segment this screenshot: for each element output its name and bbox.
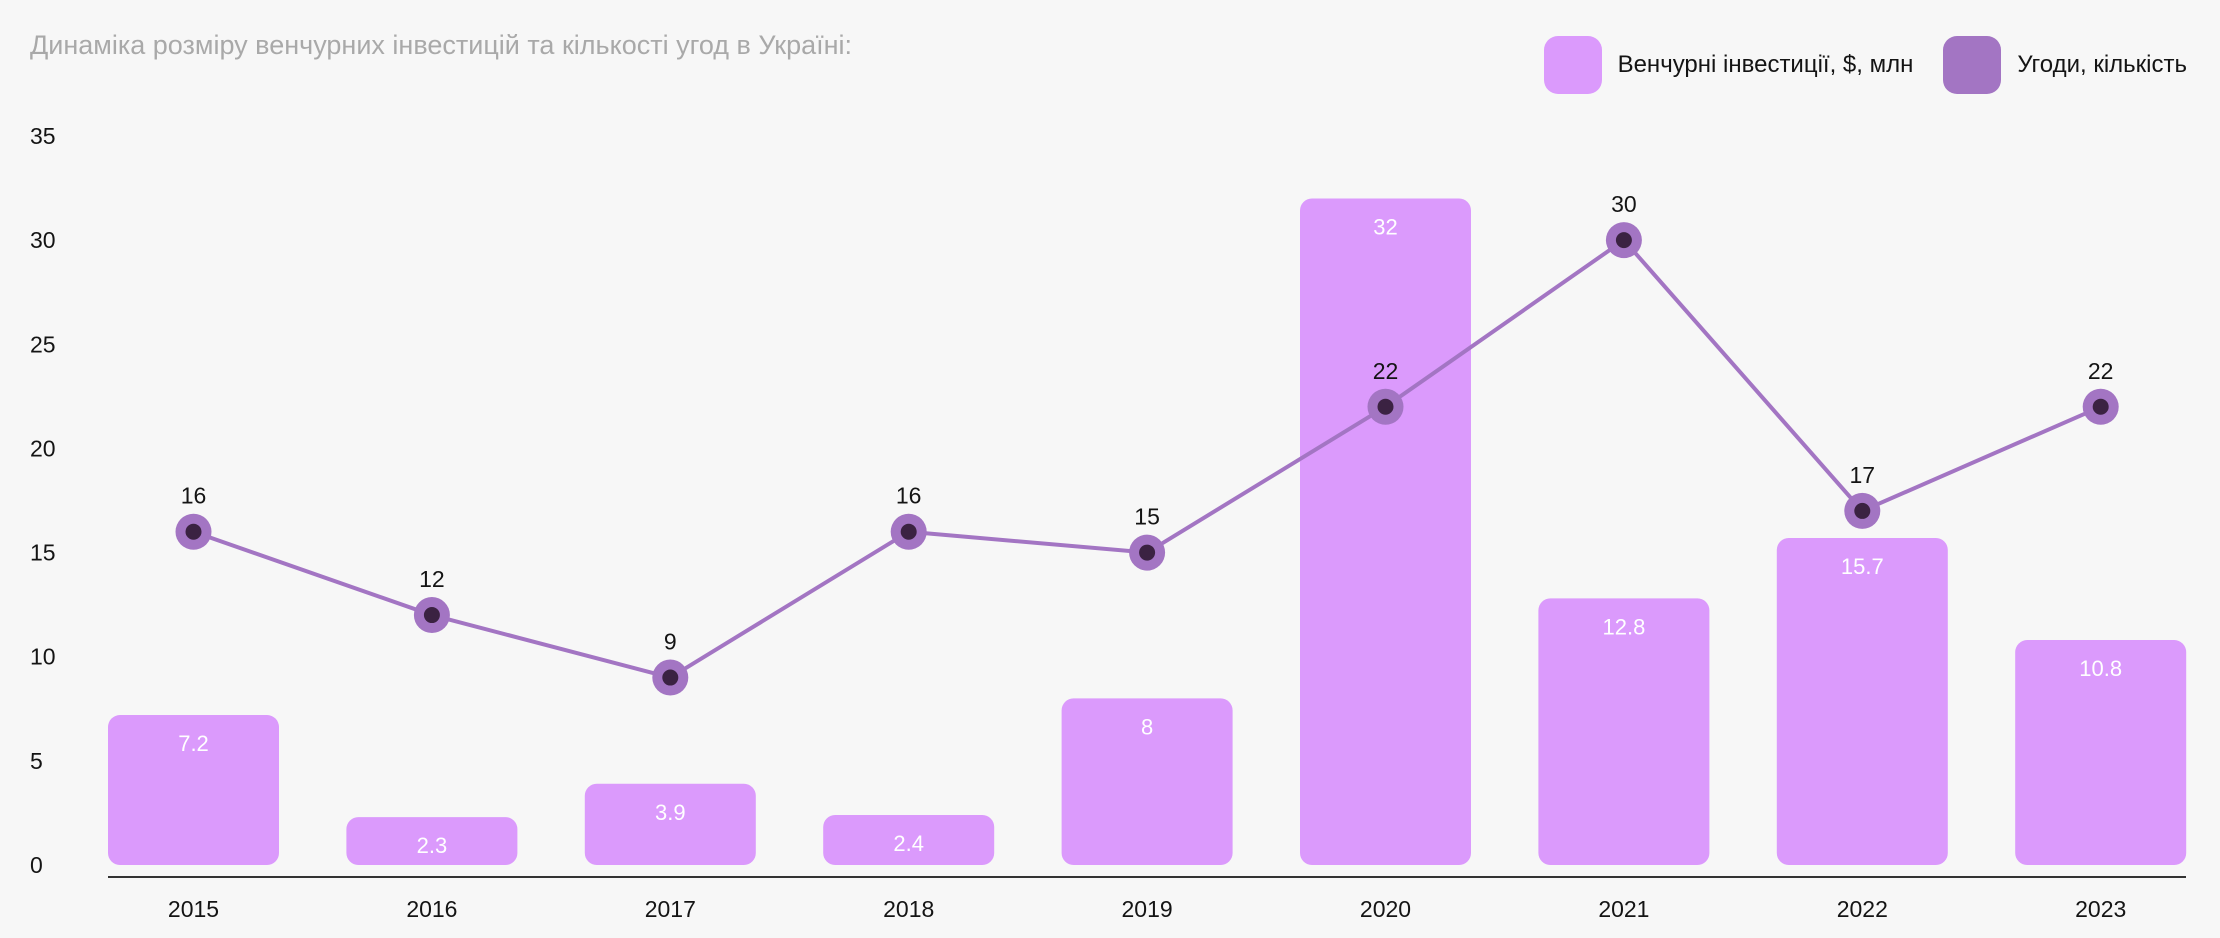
legend-label-investments: Венчурні інвестиції, $, млн [1617,51,1914,78]
bar [1300,198,1471,865]
bar-value-label: 7.2 [178,731,209,756]
bar [823,815,995,865]
bar-value-label: 8 [1141,714,1153,739]
deals-value-label: 22 [1373,358,1399,384]
x-tick-label: 2022 [1837,896,1888,922]
bar-value-label: 32 [1373,214,1397,239]
bar [108,715,279,865]
deals-point-center [2092,398,2109,415]
legend: Венчурні інвестиції, $, млн Угоди, кільк… [1543,36,2187,94]
legend-swatch-investments [1543,36,1602,94]
y-tick-label: 35 [30,123,56,149]
x-tick-label: 2019 [1122,896,1173,922]
y-tick-label: 15 [30,540,56,566]
bar-value-label: 2.4 [893,831,924,856]
legend-swatch-deals [1943,36,2002,94]
bar-value-label: 10.8 [2079,656,2122,681]
deals-point-center [900,523,917,540]
x-tick-label: 2016 [406,896,457,922]
bar-value-label: 3.9 [655,800,686,825]
chart-title: Динаміка розміру венчурних інвестицій та… [30,30,853,60]
x-tick-label: 2015 [168,896,219,922]
y-tick-label: 5 [30,748,43,774]
x-tick-label: 2023 [2075,896,2126,922]
x-tick-label: 2017 [645,896,696,922]
deals-value-label: 16 [181,483,207,509]
bar [1776,537,1948,865]
legend-item-deals[interactable]: Угоди, кількість [1943,36,2187,94]
deals-value-label: 17 [1850,462,1876,488]
deals-point-center [423,607,440,624]
bar-value-label: 2.3 [417,833,448,858]
deals-point-center [1854,502,1871,519]
deals-value-label: 9 [664,629,677,655]
bar [2015,640,2187,865]
deals-value-label: 30 [1611,191,1637,217]
deals-value-label: 15 [1134,504,1160,530]
bar [584,783,756,865]
y-tick-label: 30 [30,227,56,253]
bar [1061,698,1233,865]
deals-value-label: 22 [2088,358,2114,384]
legend-item-investments[interactable]: Венчурні інвестиції, $, млн [1543,36,1914,94]
x-tick-label: 2020 [1360,896,1411,922]
bar [1538,598,1710,865]
y-tick-label: 25 [30,331,56,357]
bar-value-label: 12.8 [1602,614,1645,639]
legend-label-deals: Угоди, кількість [2017,51,2187,78]
y-tick-label: 10 [30,644,56,670]
deals-point-center [185,523,202,540]
bar-value-label: 15.7 [1841,554,1884,579]
x-tick-label: 2021 [1598,896,1649,922]
y-tick-label: 20 [30,435,56,461]
deals-point-center [662,669,679,686]
deals-point-center [1377,398,1394,415]
deals-point-center [1139,544,1156,561]
bar [346,817,518,865]
y-tick-label: 0 [30,852,43,878]
x-tick-label: 2018 [883,896,934,922]
deals-value-label: 12 [419,566,445,592]
deals-point-center [1615,232,1632,249]
deals-value-label: 16 [896,483,922,509]
